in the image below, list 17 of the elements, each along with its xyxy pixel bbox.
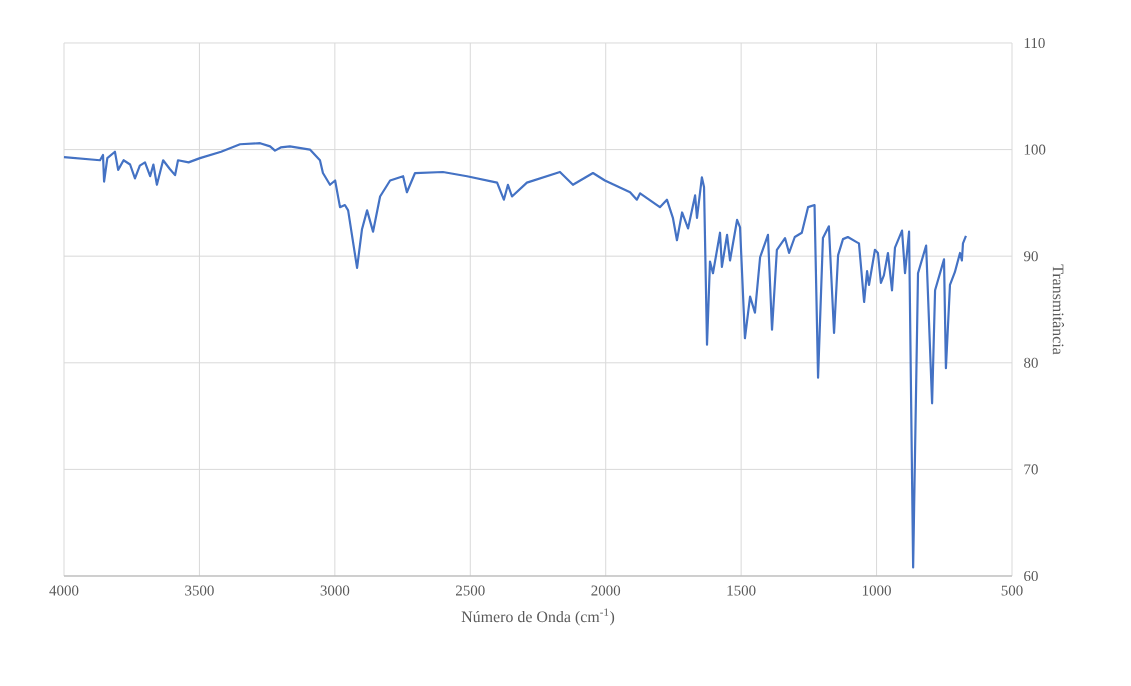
line-series <box>62 142 968 569</box>
x-tick-label: 3500 <box>185 585 214 596</box>
y-tick-label: 100 <box>1024 144 1046 155</box>
x-axis-title: Número de Onda (cm$^{-1}$) <box>461 608 615 626</box>
x-tick-label: 1500 <box>727 585 756 596</box>
y-tick-label: 90 <box>1023 251 1038 262</box>
y-tick-label: 60 <box>1024 570 1038 582</box>
y-tick-label: 110 <box>1024 37 1045 49</box>
x-tick-label: 2500 <box>456 585 485 596</box>
y-tick-label: 70 <box>1024 464 1038 475</box>
x-tick-label: 1000 <box>862 585 891 596</box>
x-tick-label: 2000 <box>591 585 621 596</box>
x-tick-label: 500 <box>1001 585 1023 596</box>
x-tick-label: 3000 <box>320 585 350 596</box>
y-tick-label: 80 <box>1024 357 1038 368</box>
x-tick-label: 4000 <box>49 585 79 596</box>
y-axis-title: Transmitância <box>1052 264 1064 355</box>
